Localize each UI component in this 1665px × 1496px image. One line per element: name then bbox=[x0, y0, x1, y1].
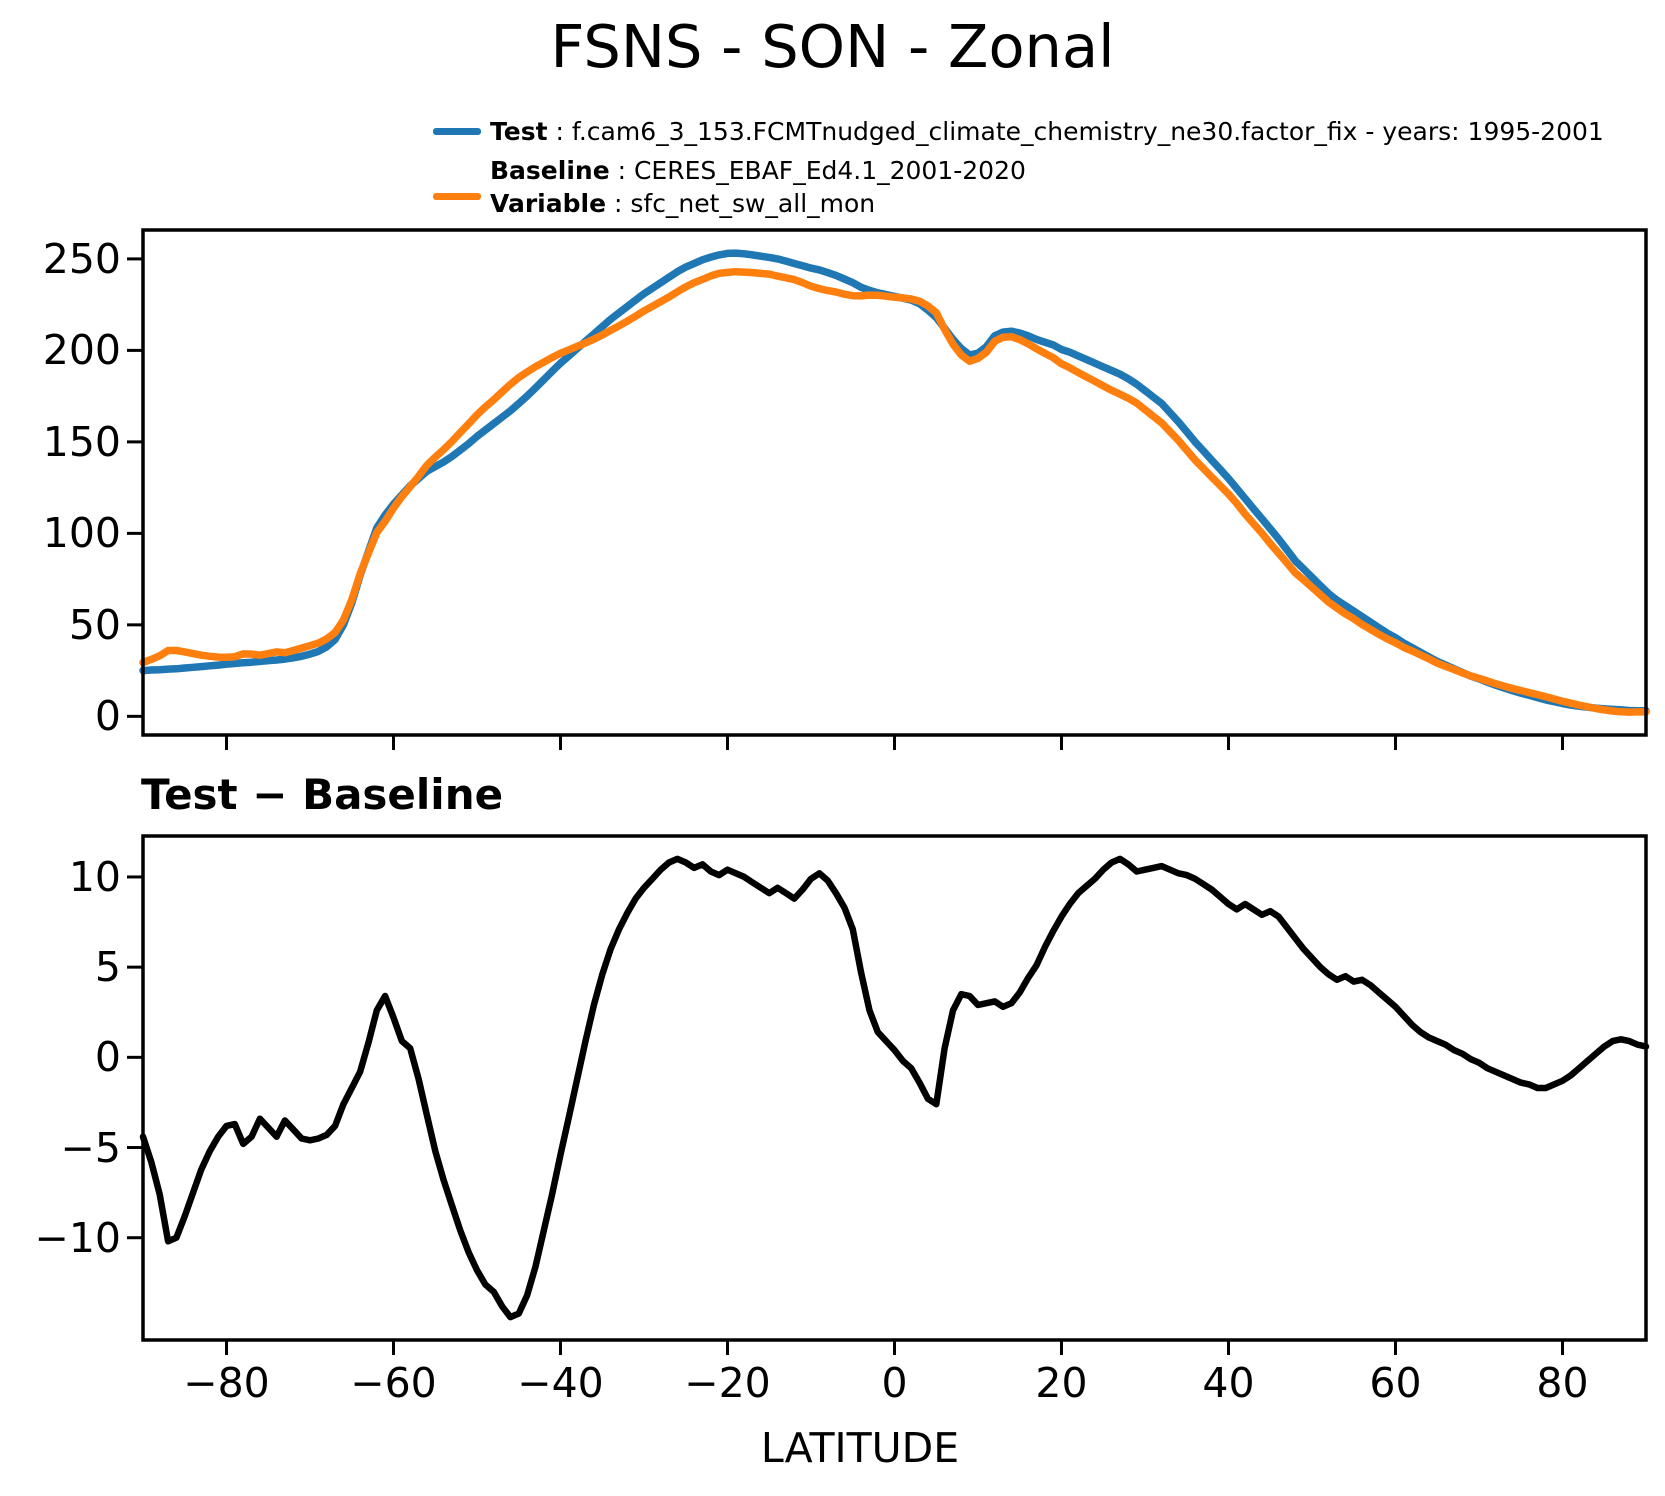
legend-entry-test: Test : f.cam6_3_153.FCMTnudged_climate_c… bbox=[490, 115, 1604, 148]
x-tick-label: −40 bbox=[517, 1359, 604, 1407]
baseline-line bbox=[139, 267, 1650, 716]
x-tick-label: 0 bbox=[881, 1359, 908, 1407]
baseline-line-swatch bbox=[433, 193, 481, 200]
y-tick-label: −5 bbox=[60, 1123, 121, 1172]
y-tick-label: 0 bbox=[94, 1033, 121, 1082]
chart-title: FSNS - SON - Zonal bbox=[550, 12, 1115, 81]
panel-2-frame bbox=[141, 834, 1648, 1342]
y-tick-label: 100 bbox=[42, 509, 121, 558]
legend-baseline-line: Baseline : CERES_EBAF_Ed4.1_2001-2020 bbox=[490, 154, 1026, 187]
x-axis-title: LATITUDE bbox=[760, 1424, 960, 1472]
legend-variable-desc: : sfc_net_sw_all_mon bbox=[606, 189, 876, 218]
legend-test-label: Test bbox=[490, 117, 548, 146]
x-tick-label: 60 bbox=[1369, 1359, 1422, 1407]
panel-1-frame bbox=[141, 228, 1648, 737]
y-tick-label: −10 bbox=[34, 1213, 121, 1262]
diff-panel-title: Test − Baseline bbox=[141, 770, 504, 819]
legend-test-desc: : f.cam6_3_153.FCMTnudged_climate_chemis… bbox=[547, 117, 1604, 146]
legend-baseline-desc: : CERES_EBAF_Ed4.1_2001-2020 bbox=[609, 156, 1026, 185]
x-tick-label: −60 bbox=[350, 1359, 437, 1407]
y-tick-label: 250 bbox=[42, 234, 121, 283]
legend-entry-baseline: Baseline : CERES_EBAF_Ed4.1_2001-2020 Va… bbox=[490, 154, 1026, 220]
y-tick-label: 150 bbox=[42, 417, 121, 466]
y-tick-label: 0 bbox=[94, 692, 121, 741]
y-tick-label: 200 bbox=[42, 326, 121, 375]
y-tick-label: 10 bbox=[68, 852, 121, 901]
x-tick-label: 20 bbox=[1035, 1359, 1088, 1407]
x-tick-label: 40 bbox=[1202, 1359, 1255, 1407]
y-tick-label: 5 bbox=[94, 943, 121, 992]
legend: Test : f.cam6_3_153.FCMTnudged_climate_c… bbox=[433, 110, 1604, 220]
legend-variable-line: Variable : sfc_net_sw_all_mon bbox=[490, 187, 1026, 220]
diff-line bbox=[139, 855, 1650, 1321]
legend-baseline-label: Baseline bbox=[490, 156, 610, 185]
x-tick-label: −20 bbox=[684, 1359, 771, 1407]
legend-variable-label: Variable bbox=[490, 189, 607, 218]
y-tick-label: 50 bbox=[68, 600, 121, 649]
x-tick-label: −80 bbox=[183, 1359, 270, 1407]
test-line-swatch bbox=[433, 128, 481, 135]
x-tick-label: 80 bbox=[1536, 1359, 1589, 1407]
test-line bbox=[139, 249, 1650, 715]
